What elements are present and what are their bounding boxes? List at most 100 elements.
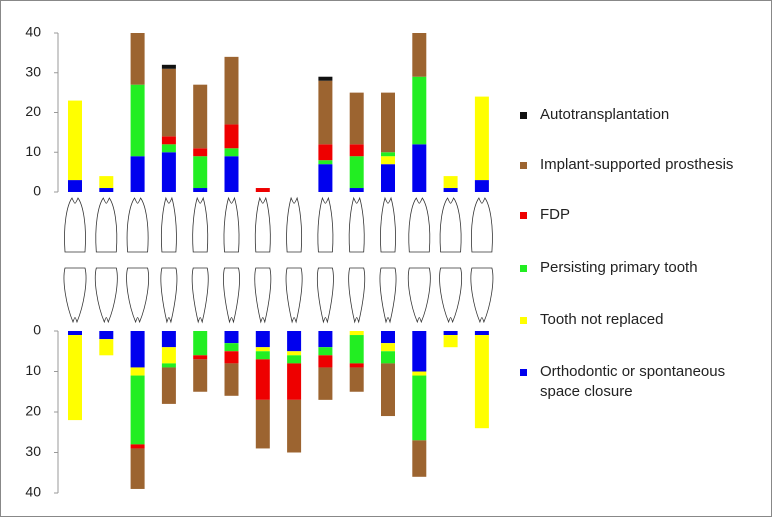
legend-item: Tooth not replaced [520, 310, 765, 330]
bar-segment [130, 84, 145, 157]
bar-segment [318, 331, 333, 348]
bar-segment [130, 156, 145, 192]
bar-segment [349, 367, 364, 392]
bar-segment [412, 331, 427, 372]
tooth [95, 197, 118, 253]
tooth [470, 267, 494, 324]
bar-segment [193, 148, 208, 157]
tooth [348, 267, 366, 324]
bar-segment [161, 347, 176, 364]
bar-segment [161, 144, 176, 153]
tooth [254, 196, 271, 253]
bar-segment [68, 100, 82, 181]
bar-segment [193, 359, 208, 392]
bar-segment [412, 76, 427, 145]
bar-segment [255, 399, 270, 449]
bar-segment [349, 156, 364, 189]
bar-segment [193, 84, 208, 149]
bar-segment [474, 331, 489, 336]
bar-segment [130, 375, 145, 445]
legend-swatch [520, 212, 527, 219]
bar-segment [99, 339, 114, 356]
bar-segment [474, 96, 489, 181]
bar-segment [161, 64, 176, 69]
bar-segment [224, 56, 239, 125]
tooth [126, 267, 149, 324]
bar-segment [130, 444, 145, 449]
legend-label: Tooth not replaced [540, 311, 664, 328]
tooth [223, 196, 240, 253]
tooth [160, 267, 178, 324]
y-tick-label: 0 [33, 183, 41, 199]
bar-segment [349, 92, 364, 145]
bar-segment [287, 363, 302, 400]
bar-segment [161, 136, 176, 145]
bar-segment [130, 367, 145, 376]
tooth [408, 197, 431, 253]
bar-segment [381, 156, 395, 165]
bar-segment [130, 33, 145, 85]
bar-segment [68, 331, 82, 336]
bar-segment [161, 363, 176, 368]
tooth [254, 267, 272, 324]
bar-segment [381, 152, 395, 157]
bar-segment [161, 331, 176, 348]
bar-segment [349, 144, 364, 157]
bar-segment [381, 343, 395, 352]
y-tick-label: 10 [25, 362, 41, 378]
legend-swatch [520, 265, 527, 272]
bar-segment [412, 33, 427, 77]
bar-segment [381, 92, 395, 153]
tooth [317, 196, 334, 253]
bar-segment [193, 156, 208, 189]
bar-segment [318, 160, 333, 165]
bar-segment [318, 367, 333, 400]
bar-segment [68, 335, 82, 421]
y-tick-label: 40 [25, 24, 41, 40]
bar-segment [130, 331, 145, 368]
bar-segment [287, 351, 302, 356]
tooth-drawings [63, 196, 494, 324]
tooth [64, 197, 86, 253]
tooth [380, 196, 396, 253]
bar-segment [224, 331, 239, 344]
tooth [223, 267, 240, 324]
bar-segment [381, 351, 395, 364]
legend-item: Orthodontic or spontaneous space closure [520, 362, 765, 402]
bar-segment [161, 68, 176, 137]
bar-segment [318, 76, 333, 81]
legend-label: Persisting primary tooth [540, 259, 698, 276]
bar-segment [287, 355, 302, 364]
y-tick-label: 40 [25, 484, 41, 500]
bar-segment [287, 331, 302, 352]
y-tick-label: 30 [25, 443, 41, 459]
bar-segment [99, 331, 114, 340]
bar-segment [318, 144, 333, 161]
tooth [63, 267, 87, 324]
legend-label: Autotransplantation [540, 106, 670, 123]
tooth [192, 196, 209, 253]
bar-segment [224, 343, 239, 352]
tooth [126, 197, 149, 253]
bar-segment [318, 164, 333, 192]
bar-segment [381, 331, 395, 344]
bar-segment [412, 375, 427, 441]
tooth [161, 196, 177, 253]
bar-segment [161, 367, 176, 404]
bar-segment [255, 351, 270, 360]
bar-segment [443, 331, 458, 336]
legend-item: FDP [520, 205, 765, 225]
bar-segment [255, 347, 270, 352]
y-tick-label: 20 [25, 103, 41, 119]
bar-segment [349, 363, 364, 368]
bar-segment [99, 176, 114, 189]
bar-segment [161, 152, 176, 192]
bar-segment [443, 188, 458, 192]
bar-segment [443, 176, 458, 189]
bar-segment [412, 371, 427, 376]
bar-segment [255, 188, 270, 192]
tooth [439, 267, 462, 324]
y-tick-label: 30 [25, 63, 41, 79]
bar-segment [193, 188, 208, 192]
tooth [379, 267, 397, 324]
